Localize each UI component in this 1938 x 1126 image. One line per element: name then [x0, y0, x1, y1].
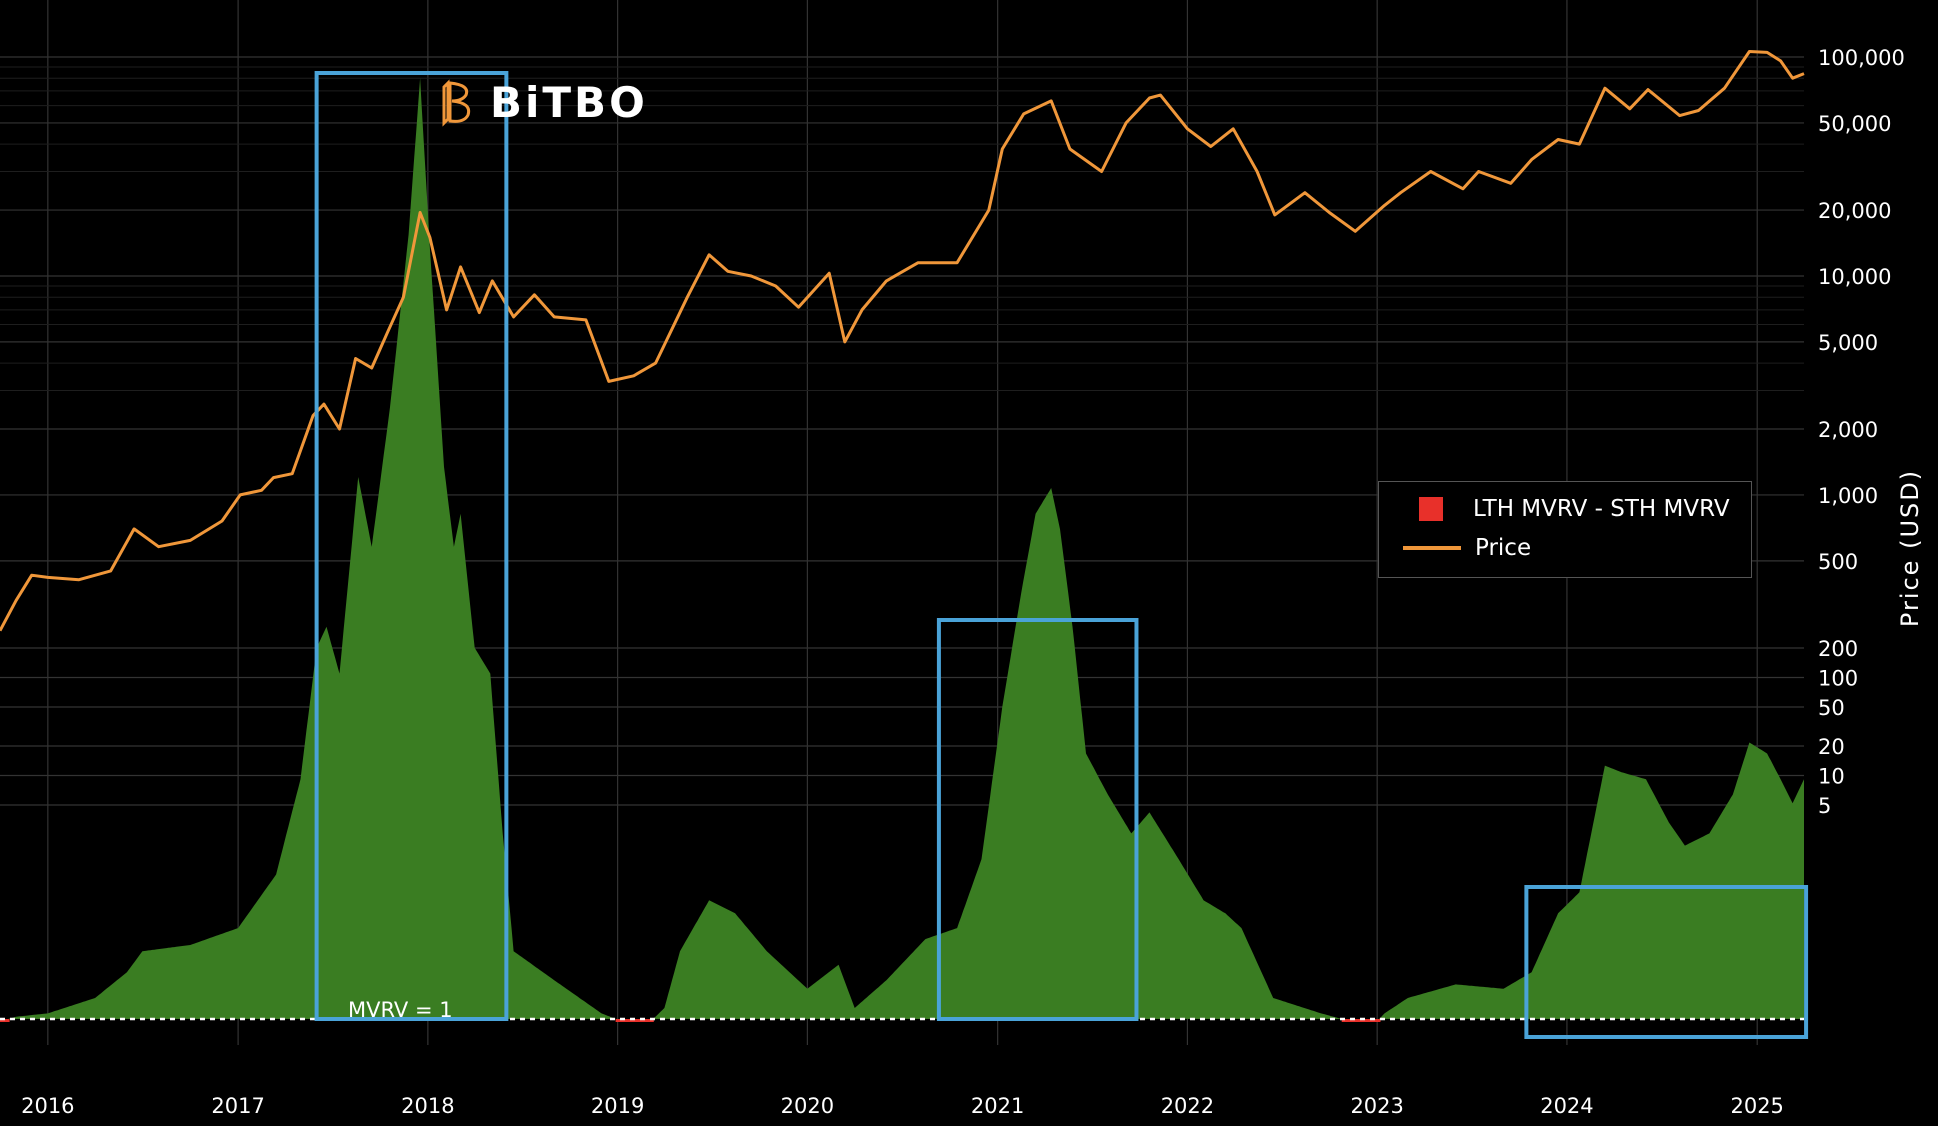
- x-tick-label-2024: 2024: [1540, 1094, 1593, 1118]
- legend-swatch-mvrv: [1419, 497, 1443, 521]
- y-tick-label-500: 500: [1818, 550, 1858, 574]
- y-tick-label-100000: 100,000: [1818, 46, 1905, 70]
- x-tick-label-2016: 2016: [21, 1094, 74, 1118]
- highlight-boxes: [314, 71, 1809, 1039]
- y-tick-label-10: 10: [1818, 765, 1845, 789]
- brand-logo: BiTBO: [440, 78, 648, 127]
- highlight-box-2: [936, 618, 1139, 1021]
- legend-item-mvrv[interactable]: LTH MVRV - STH MVRV: [1403, 496, 1730, 522]
- y-tick-label-5: 5: [1818, 794, 1831, 818]
- y-axis-ticks: 5 10 20 50 100 200 500 1,000 2,000 5,000 10,000 20,…: [1818, 46, 1905, 818]
- y-tick-label-200: 200: [1818, 637, 1858, 661]
- mvrv-difference-area: [0, 78, 1804, 1022]
- price-series-line: [0, 50, 1805, 632]
- highlight-box-3: [1524, 885, 1809, 1039]
- mvrv-baseline-label: MVRV = 1: [348, 998, 453, 1022]
- x-tick-label-2025: 2025: [1730, 1094, 1783, 1118]
- y-axis-title: Price (USD): [1896, 469, 1924, 627]
- y-tick-label-2000: 2,000: [1818, 418, 1878, 442]
- y-tick-label-50: 50: [1818, 696, 1845, 720]
- x-tick-label-2019: 2019: [591, 1094, 644, 1118]
- legend-label-mvrv: LTH MVRV - STH MVRV: [1473, 496, 1730, 522]
- x-tick-label-2020: 2020: [781, 1094, 834, 1118]
- bitbo-logo-icon: [442, 78, 471, 127]
- mvrv-positive-area: [0, 78, 1804, 1019]
- price-line: [0, 50, 1805, 632]
- y-tick-label-1000: 1,000: [1818, 484, 1878, 508]
- y-tick-label-20000: 20,000: [1818, 199, 1891, 223]
- x-tick-label-2017: 2017: [211, 1094, 264, 1118]
- y-tick-label-10000: 10,000: [1818, 265, 1891, 289]
- y-tick-label-50000: 50,000: [1818, 112, 1891, 136]
- x-tick-label-2018: 2018: [401, 1094, 454, 1118]
- x-tick-label-2022: 2022: [1161, 1094, 1214, 1118]
- legend-swatch-price: [1403, 546, 1461, 550]
- legend-item-price[interactable]: Price: [1403, 535, 1531, 561]
- x-tick-label-2021: 2021: [971, 1094, 1024, 1118]
- brand-name: BiTBO: [490, 78, 648, 127]
- mvrv-negative-area: [0, 1019, 1381, 1022]
- legend: LTH MVRV - STH MVRV Price: [1378, 481, 1752, 578]
- highlight-box-1: [314, 71, 509, 1021]
- y-tick-label-100: 100: [1818, 667, 1858, 691]
- y-tick-label-5000: 5,000: [1818, 331, 1878, 355]
- x-axis-ticks: 2016 2017 2018 2019 2020 2021 2022 2023 2024 2025: [21, 1094, 1784, 1118]
- x-tick-label-2023: 2023: [1350, 1094, 1403, 1118]
- legend-label-price: Price: [1475, 535, 1532, 561]
- y-tick-label-20: 20: [1818, 735, 1845, 759]
